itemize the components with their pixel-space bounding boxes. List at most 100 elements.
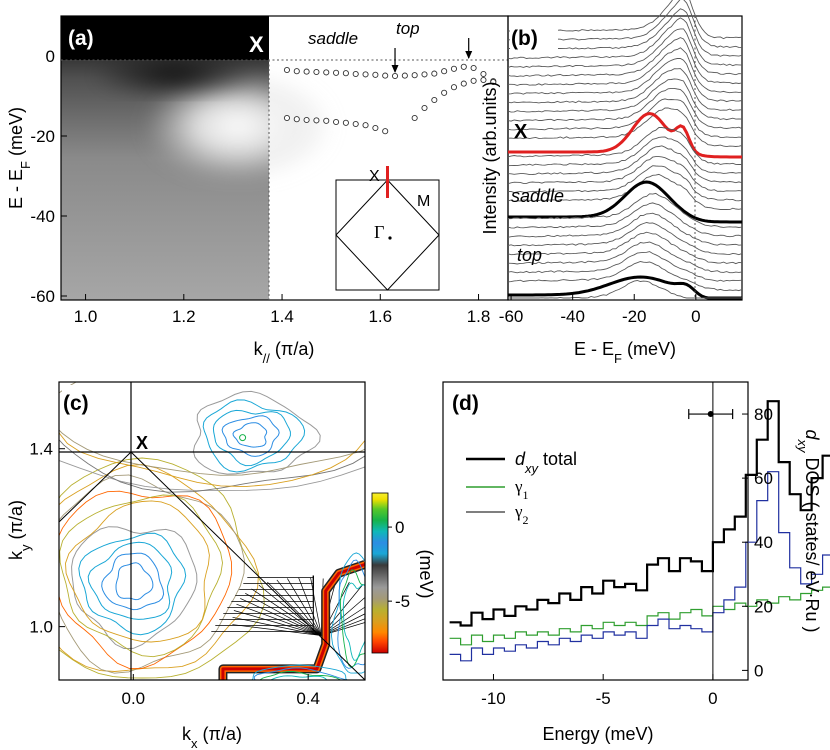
dense-contour [245,592,322,636]
edc-curve [507,173,743,211]
band-point [391,72,399,80]
inset-m-label: M [417,193,430,210]
edc-curve [507,58,743,103]
band-point [450,84,458,91]
panel-a-ytick-label: -60 [30,287,55,306]
panel-b: -60 -40 -20 0 (b) X saddle top E - EF (meV)… [480,0,743,366]
band-point [313,117,320,124]
dense-contour [321,618,365,636]
inset-diamond [335,179,440,291]
dos-series-total [449,400,830,627]
edc-curve [507,127,742,165]
panel-d-ylabel: dxy DOS ( states/ eV·Ru ) [796,429,823,632]
colorbar: 0 -5 (meV) [371,492,436,654]
panel-a-xtick-label: 1.6 [368,307,392,326]
contour-line [59,474,245,674]
top-annotation: top [396,19,420,38]
band-point [470,77,477,84]
dos-series-g2 [449,471,830,662]
dense-contour [287,578,322,636]
legend-total-label: dxy total [515,449,577,476]
edc-curve [507,28,743,76]
dense-contour [232,624,322,636]
band-point [342,70,349,77]
panel-a-label: (a) [68,27,94,50]
panel-c-xtick-label: 0.0 [121,689,145,708]
contour-line [239,434,247,442]
band-point [411,72,418,79]
edc-curve [507,98,743,139]
band-point [333,69,340,76]
panel-a-ytick-label: -20 [30,127,55,146]
panel-a-xlabel: k// (π/a) [254,339,315,366]
band-point [490,78,497,86]
panel-b-ylabel: Intensity (arb.units) [480,81,500,234]
edc-curve-saddle [508,180,742,224]
panel-d-xtick-label: -10 [481,689,506,708]
contour-line [331,552,365,674]
edc-curve [508,47,743,94]
dense-contour [321,613,365,636]
contour-line [115,562,154,601]
contour-line [59,460,365,492]
band-point [372,71,379,78]
panel-a-xtick-label: 1.4 [270,307,294,326]
contour-line [342,582,365,661]
panel-d-xtick-label: 0 [708,689,717,708]
contour-line [270,675,328,680]
panel-a-ytick-label: -40 [30,207,55,226]
panel-b-label: (b) [511,27,538,50]
band-point [372,124,379,132]
contour-line [59,382,365,476]
panel-c-ylabel: ky (π/a) [6,500,33,560]
edc-curve [507,251,743,282]
contour-line [59,457,265,679]
dense-contour [247,575,314,578]
band-point [480,70,487,78]
panel-c-x-label: X [136,433,148,453]
panel-a-ytick-label: 0 [46,47,55,66]
edc-curve-x [508,111,742,159]
above-ef-region [61,16,269,60]
band-point [480,76,487,84]
edc-curve [508,165,743,202]
contour-line [251,664,348,680]
inset-gamma-label: Γ [374,222,384,242]
contour-line [202,399,306,473]
band-point [293,116,300,123]
contour-line [192,390,321,475]
panel-a-xtick-label: 1.2 [172,307,196,326]
band-point [333,118,340,126]
contour-line [59,431,365,488]
contour-line [221,415,280,457]
contour-line [59,494,223,658]
band-point [303,68,310,75]
panel-c-label: (c) [63,392,89,415]
panel-c-xlabel: kx (π/a) [182,724,242,750]
dense-contour [232,616,322,636]
contour-line [71,526,198,650]
edc-curve [508,280,742,299]
panel-a-ylabel: E - EF (meV) [6,107,33,209]
top-arrow-head [465,51,473,59]
contour-line [232,422,268,448]
dos-series-g1 [449,586,830,646]
contour-line [253,667,349,680]
band-point [441,68,448,75]
edc-curve [507,202,743,238]
edc-curve [507,241,743,274]
band-point [421,104,428,112]
band-point [362,71,369,78]
boundary-band [221,562,365,680]
colorbar-tick-label: 0 [395,518,404,537]
dense-contour [310,577,322,636]
panel-d-frame [442,381,749,681]
legend-g1-label: γ1 [514,477,529,502]
edc-curve [507,261,743,292]
panel-c-label-bg [62,385,106,415]
edc-curve [507,222,743,256]
saddle-arrow-head [391,65,399,73]
colorbar-label: (meV) [416,550,436,599]
bz-edge-right [130,451,365,680]
